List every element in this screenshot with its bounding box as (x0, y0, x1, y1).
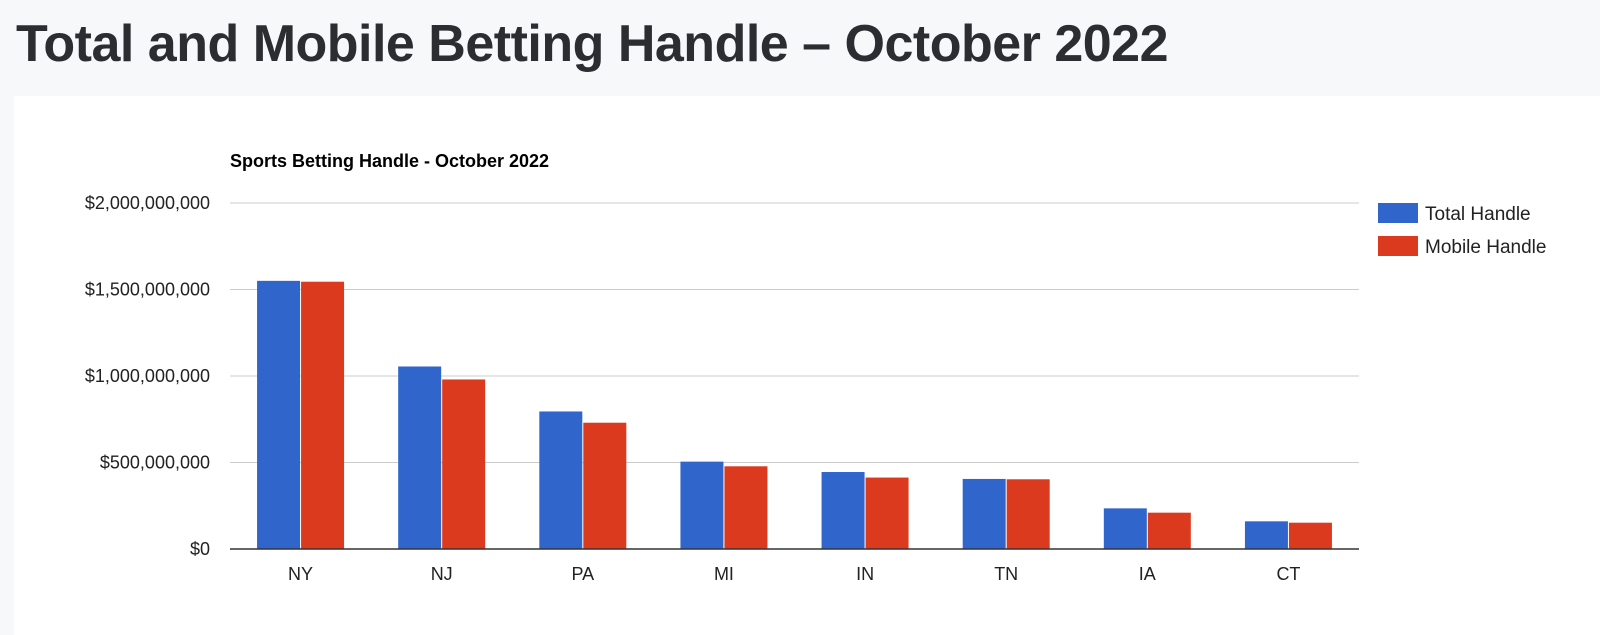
mobile-handle-bar-tn[interactable] (1006, 479, 1050, 549)
total-handle-bar-ia[interactable] (1103, 508, 1147, 549)
total-handle-bar-in[interactable] (821, 472, 865, 549)
bars (257, 280, 1332, 549)
x-tick-label: CT (1276, 564, 1300, 584)
y-axis-ticks: $0 $500,000,000 $1,000,000,000 $1,500,000,0… (85, 193, 210, 559)
y-tick-label: $0 (190, 539, 210, 559)
x-tick-label: PA (571, 564, 594, 584)
total-handle-bar-ny[interactable] (257, 280, 301, 549)
page-title: Total and Mobile Betting Handle – Octobe… (16, 15, 1169, 73)
legend-label: Mobile Handle (1425, 237, 1546, 258)
mobile-handle-bar-pa[interactable] (583, 422, 627, 549)
x-tick-label: TN (994, 564, 1018, 584)
y-tick-label: $2,000,000,000 (85, 193, 210, 213)
x-tick-label: IA (1139, 564, 1156, 584)
legend: Total Handle Mobile Handle (1378, 203, 1546, 258)
bar-chart: $0 $500,000,000 $1,000,000,000 $1,500,000,0… (85, 151, 1547, 584)
y-tick-label: $1,500,000,000 (85, 280, 210, 300)
legend-swatch (1378, 236, 1418, 256)
y-tick-label: $1,000,000,000 (85, 366, 210, 386)
mobile-handle-bar-ny[interactable] (301, 281, 345, 549)
mobile-handle-bar-in[interactable] (865, 477, 909, 549)
total-handle-bar-nj[interactable] (398, 366, 442, 549)
total-handle-bar-pa[interactable] (539, 411, 583, 549)
legend-label: Total Handle (1425, 204, 1531, 225)
mobile-handle-bar-ia[interactable] (1147, 512, 1191, 549)
chart-card: $0 $500,000,000 $1,000,000,000 $1,500,000,0… (14, 96, 1600, 635)
x-tick-label: NJ (431, 564, 453, 584)
mobile-handle-bar-nj[interactable] (442, 379, 486, 549)
chart-title: Sports Betting Handle - October 2022 (230, 151, 549, 171)
total-handle-bar-tn[interactable] (962, 478, 1006, 549)
x-axis-ticks: NY NJ PA MI IN TN IA CT (288, 564, 1300, 584)
total-handle-bar-ct[interactable] (1244, 521, 1288, 549)
x-tick-label: IN (856, 564, 874, 584)
x-tick-label: MI (714, 564, 734, 584)
mobile-handle-bar-mi[interactable] (724, 466, 768, 549)
y-tick-label: $500,000,000 (100, 453, 210, 473)
x-tick-label: NY (288, 564, 313, 584)
mobile-handle-bar-ct[interactable] (1288, 522, 1332, 549)
total-handle-bar-mi[interactable] (680, 461, 724, 549)
legend-swatch (1378, 203, 1418, 223)
